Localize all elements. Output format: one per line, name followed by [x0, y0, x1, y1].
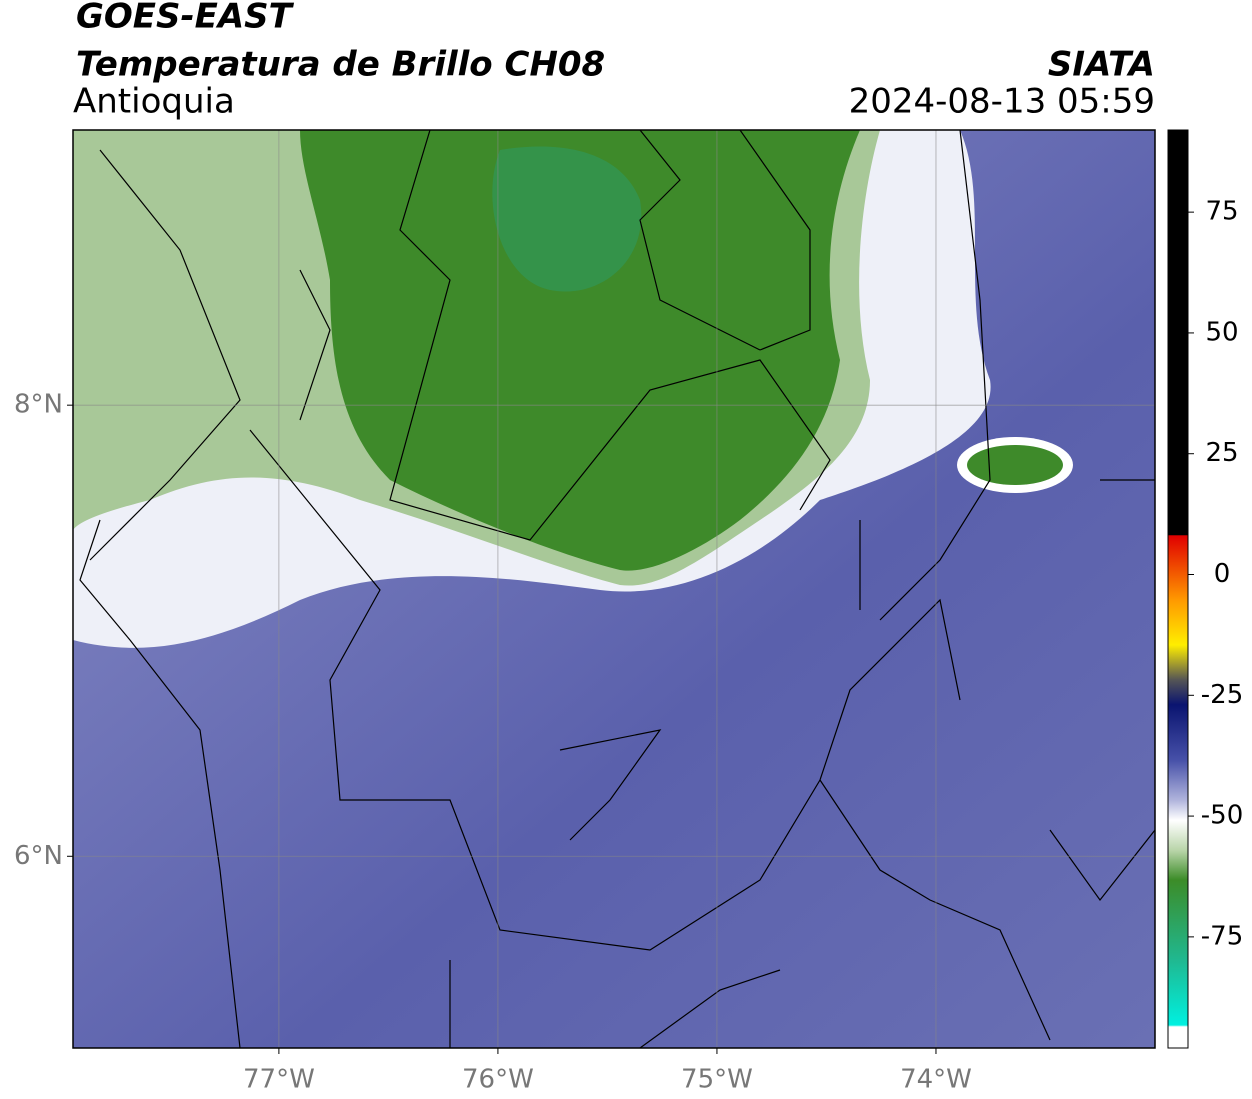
x-tick-label: 76°W	[462, 1065, 534, 1095]
region: Antioquia	[73, 82, 235, 122]
colorbar-tick-label: 25	[1205, 438, 1238, 468]
colorbar-tick-label: -25	[1201, 680, 1243, 710]
timestamp: 2024-08-13 05:59	[849, 82, 1155, 122]
colorbar-tick-label: -50	[1201, 801, 1243, 831]
map-frame	[72, 129, 1156, 1049]
colorbar-tick-label: -75	[1201, 921, 1243, 951]
convective-cell	[967, 445, 1063, 485]
borders	[79, 130, 1155, 1048]
green-region	[300, 130, 860, 571]
grid	[73, 130, 1155, 1048]
y-tick-label: 6°N	[14, 841, 63, 871]
colorbar-tick-label: 75	[1205, 197, 1238, 227]
map-image	[73, 130, 1155, 1048]
x-tick-label: 74°W	[900, 1065, 972, 1095]
colorbar-tick-label: 0	[1214, 559, 1231, 589]
x-tick-label: 77°W	[243, 1065, 315, 1095]
title: GOES-EAST	[76, 0, 295, 37]
colorbar-tick-label: 50	[1205, 317, 1238, 347]
source: SIATA	[1048, 45, 1155, 85]
y-tick-label: 8°N	[14, 390, 63, 420]
teal-patch	[492, 146, 642, 292]
subtitle: Temperatura de Brillo CH08	[76, 45, 605, 85]
colorbar	[1167, 129, 1189, 1049]
x-tick-label: 75°W	[681, 1065, 753, 1095]
